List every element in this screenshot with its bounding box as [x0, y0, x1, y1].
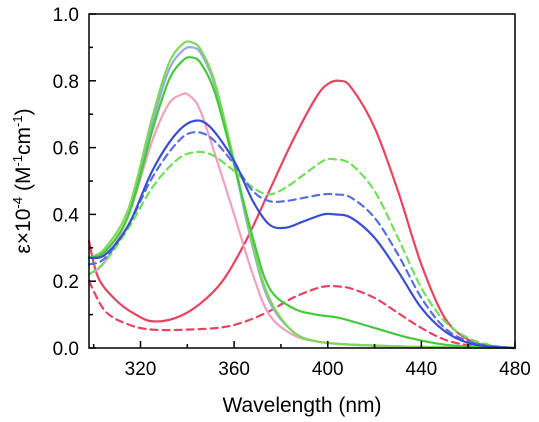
series-line-9 — [87, 119, 517, 350]
series-line-2 — [87, 280, 517, 350]
x-axis-title: Wavelength (nm) — [222, 394, 381, 417]
x-tick-label: 400 — [312, 359, 344, 380]
x-tick-label: 440 — [406, 359, 438, 380]
x-tick-label: 320 — [125, 359, 157, 380]
plot-frame — [88, 13, 516, 349]
y-axis-title-units-close: ) — [12, 108, 35, 115]
y-tick-label: 0.2 — [53, 272, 79, 293]
series-line-8 — [87, 131, 517, 350]
y-axis: 0.0 0.2 0.4 0.6 0.8 1.0 — [53, 5, 96, 360]
y-tick-label: 0.6 — [53, 139, 79, 160]
y-axis-title-units-exp1: -1 — [10, 155, 25, 167]
y-tick-label: 0.8 — [53, 72, 79, 93]
y-tick-label: 0.4 — [53, 205, 80, 226]
x-tick-label: 480 — [499, 359, 531, 380]
y-tick-label: 0.0 — [53, 339, 79, 360]
series-line-1 — [87, 79, 517, 350]
y-axis-title-units: (M — [12, 167, 35, 192]
series-line-6 — [87, 56, 517, 350]
series-line-7 — [87, 150, 517, 350]
y-axis-title-exponent: -4 — [10, 197, 25, 209]
y-tick-label: 1.0 — [53, 5, 79, 26]
x-axis: 320 360 400 440 480 — [92, 341, 531, 380]
series-layer — [87, 40, 517, 350]
y-axis-title-main: ε×10 — [12, 209, 35, 254]
series-line-5 — [87, 40, 517, 350]
y-axis-title-units-exp2: -1 — [10, 115, 25, 127]
y-axis-title-units-mid: cm — [12, 127, 35, 155]
x-tick-label: 360 — [218, 359, 250, 380]
y-axis-title: ε×10-4(M-1cm-1) — [10, 108, 35, 253]
